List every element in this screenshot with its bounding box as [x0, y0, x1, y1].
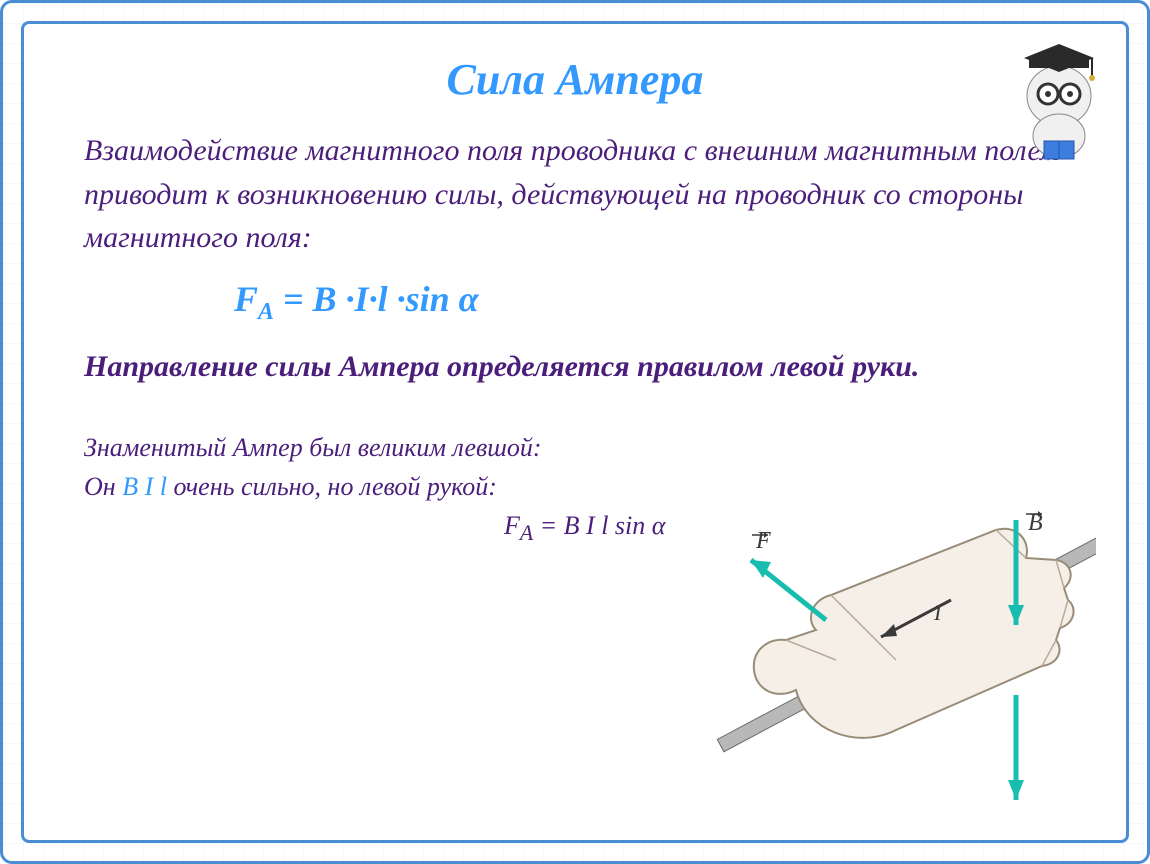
left-hand-diagram: I F B — [716, 500, 1096, 810]
outer-frame: Сила Ампера Взаимодействие магнитного по… — [0, 0, 1150, 864]
mnemonic-line1: Знаменитый Ампер был великим левшой: — [84, 428, 724, 467]
intro-paragraph: Взаимодействие магнитного поля проводник… — [84, 129, 1066, 260]
left-hand-rule-text: Направление силы Ампера определяется пра… — [84, 346, 1066, 388]
mnemonic-l2-suffix: очень сильно, но левой рукой: — [167, 472, 497, 501]
inner-frame: Сила Ампера Взаимодействие магнитного по… — [21, 21, 1129, 843]
mnemonic-l2-blue: B I l — [122, 472, 167, 501]
svg-text:F: F — [755, 528, 771, 554]
mnemonic-formula: FA = B I l sin α — [504, 506, 724, 550]
mnemonic-l2-prefix: Он — [84, 472, 122, 501]
mascot-icon — [1004, 36, 1114, 166]
vector-b-below — [1008, 695, 1024, 800]
mnemonic-line2: Он B I l очень сильно, но левой рукой: — [84, 467, 724, 506]
hand-shape — [754, 529, 1074, 738]
mnemonic-block: Знаменитый Ампер был великим левшой: Он … — [84, 428, 724, 550]
ampere-formula: FA = B ·I·l ·sin α — [234, 278, 1066, 326]
slide-title: Сила Ампера — [84, 54, 1066, 105]
